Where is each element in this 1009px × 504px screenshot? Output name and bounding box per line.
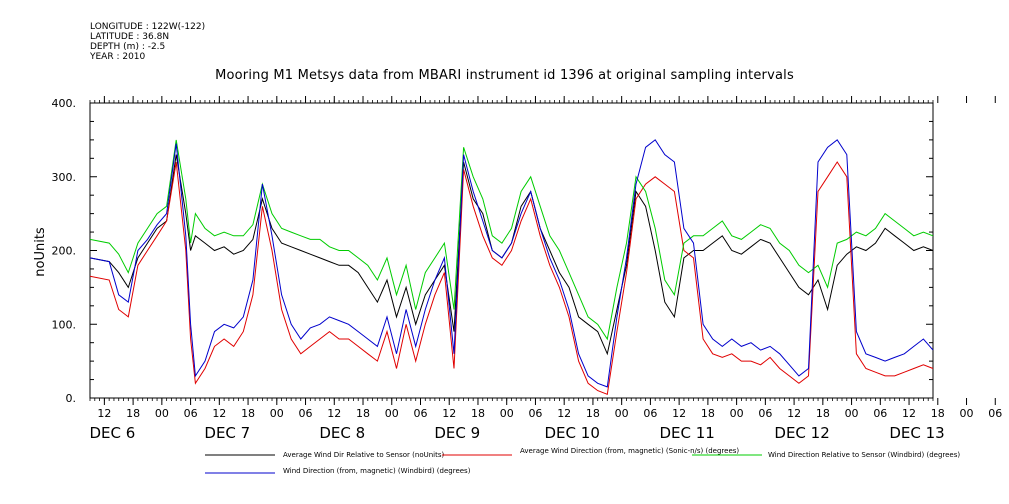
series-line-2 [89, 161, 934, 395]
x-day-label: DEC 12 [774, 424, 829, 442]
year-text: YEAR : 2010 [90, 52, 146, 62]
x-day-label: DEC 13 [889, 424, 944, 442]
x-hour-label: 12 [672, 407, 686, 420]
x-hour-label: 06 [758, 407, 772, 420]
y-tick-label: 400. [52, 97, 77, 110]
x-hour-label: 06 [413, 407, 427, 420]
latitude-text: LATITUDE : 36.8N [90, 32, 170, 42]
series-group [89, 139, 934, 395]
x-hour-label: 12 [212, 407, 226, 420]
depth-text: DEPTH (m) : -2.5 [90, 42, 166, 52]
legend-label-2: Average Wind Direction (from, magnetic) … [520, 447, 739, 455]
x-hour-label: 00 [845, 407, 859, 420]
x-hour-label: 06 [873, 407, 887, 420]
x-hour-label: 00 [500, 407, 514, 420]
x-hour-label: 06 [184, 407, 198, 420]
legend-label-4: Wind Direction (from, magnetic) (Windbir… [283, 467, 471, 475]
x-hour-label: 18 [356, 407, 370, 420]
x-day-label: DEC 8 [319, 424, 365, 442]
x-day-label: DEC 9 [434, 424, 480, 442]
x-day-label: DEC 11 [659, 424, 714, 442]
x-hour-label: 18 [126, 407, 140, 420]
series-line-4 [89, 139, 934, 388]
x-hour-label: 00 [270, 407, 284, 420]
legend-label-3: Wind Direction Relative to Sensor (Windb… [768, 451, 960, 459]
axes-group: 0. 100. 200. 300. 400. 12 18 00 06 12 18 00 06 12 18 00… [52, 96, 1002, 442]
longitude-text: LONGITUDE : 122W(-122) [90, 22, 206, 32]
x-hour-label: 18 [471, 407, 485, 420]
series-line-3 [89, 139, 934, 341]
x-hour-label: 12 [327, 407, 341, 420]
y-tick-label: 100. [52, 318, 77, 331]
x-hour-label: 00 [155, 407, 169, 420]
x-hour-label: 00 [960, 407, 974, 420]
y-tick-label: 300. [52, 171, 77, 184]
x-hour-label: 18 [701, 407, 715, 420]
x-hour-label: 06 [528, 407, 542, 420]
x-hour-label: 12 [902, 407, 916, 420]
x-hour-label: 12 [557, 407, 571, 420]
x-day-label: DEC 7 [204, 424, 250, 442]
x-hour-label: 18 [586, 407, 600, 420]
legend-label-1: Average Wind Dir Relative to Sensor (noU… [283, 451, 444, 459]
x-hour-label: 00 [730, 407, 744, 420]
x-hour-label: 18 [241, 407, 255, 420]
x-hour-label: 00 [385, 407, 399, 420]
x-hour-label: 18 [931, 407, 945, 420]
x-hour-label: 06 [299, 407, 313, 420]
x-hour-label: 18 [816, 407, 830, 420]
x-hour-label: 00 [615, 407, 629, 420]
y-tick-label: 200. [52, 245, 77, 258]
y-tick-label: 0. [66, 392, 77, 405]
x-hour-label: 12 [97, 407, 111, 420]
metadata-block: LONGITUDE : 122W(-122) LATITUDE : 36.8N … [90, 22, 205, 62]
series-line-1 [89, 154, 934, 356]
x-hour-label: 06 [988, 407, 1002, 420]
y-axis-label: noUnits [33, 227, 48, 277]
x-day-label: DEC 10 [545, 424, 600, 442]
x-hour-label: 12 [442, 407, 456, 420]
x-hour-label: 12 [787, 407, 801, 420]
legend-group: Average Wind Dir Relative to Sensor (noU… [205, 447, 960, 475]
x-day-label: DEC 6 [89, 424, 135, 442]
x-hour-label: 06 [643, 407, 657, 420]
chart-title: Mooring M1 Metsys data from MBARI instru… [215, 68, 794, 83]
